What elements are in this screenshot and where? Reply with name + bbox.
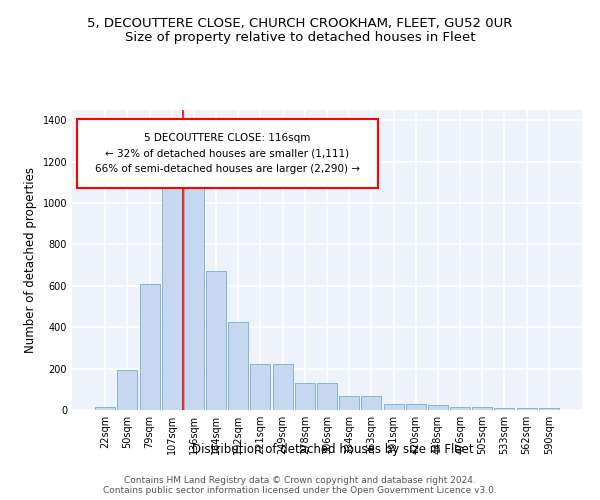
Bar xyxy=(206,272,226,410)
Text: 5, DECOUTTERE CLOSE, CHURCH CROOKHAM, FLEET, GU52 0UR: 5, DECOUTTERE CLOSE, CHURCH CROOKHAM, FL… xyxy=(88,18,512,30)
Bar xyxy=(250,364,271,410)
FancyBboxPatch shape xyxy=(77,119,378,188)
Bar xyxy=(450,407,470,410)
Y-axis label: Number of detached properties: Number of detached properties xyxy=(24,167,37,353)
Bar xyxy=(184,176,204,410)
Bar xyxy=(118,370,137,410)
Bar xyxy=(406,404,426,410)
Bar xyxy=(539,408,559,410)
Bar xyxy=(162,176,182,410)
Bar xyxy=(361,396,382,410)
Bar xyxy=(272,364,293,410)
Text: Contains HM Land Registry data © Crown copyright and database right 2024.
Contai: Contains HM Land Registry data © Crown c… xyxy=(103,476,497,495)
Text: Size of property relative to detached houses in Fleet: Size of property relative to detached ho… xyxy=(125,31,475,44)
Bar xyxy=(383,404,404,410)
Bar xyxy=(317,383,337,410)
Bar xyxy=(517,408,536,410)
Text: 5 DECOUTTERE CLOSE: 116sqm
← 32% of detached houses are smaller (1,111)
66% of s: 5 DECOUTTERE CLOSE: 116sqm ← 32% of deta… xyxy=(95,133,360,174)
Text: Distribution of detached houses by size in Fleet: Distribution of detached houses by size … xyxy=(192,442,474,456)
Bar xyxy=(95,407,115,410)
Bar xyxy=(428,406,448,410)
Bar xyxy=(228,322,248,410)
Bar xyxy=(339,396,359,410)
Bar xyxy=(472,408,492,410)
Bar xyxy=(494,408,514,410)
Bar xyxy=(295,383,315,410)
Bar xyxy=(140,284,160,410)
